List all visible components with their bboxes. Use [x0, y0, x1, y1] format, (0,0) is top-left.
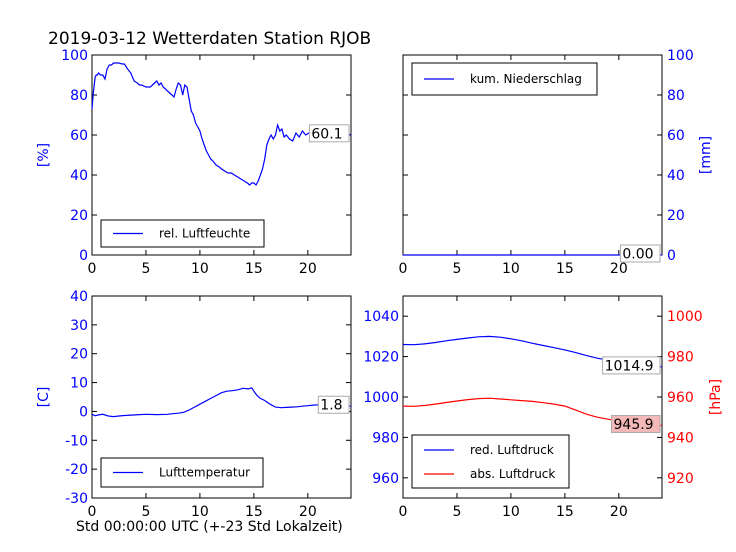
humidity-value-annotation: 60.1	[311, 126, 342, 142]
humidity-xtick-label: 15	[245, 261, 263, 277]
pressure-ytick-label: 1000	[363, 390, 399, 406]
temperature-ytick-label: -10	[65, 433, 88, 449]
pressure-ytick-label: 980	[372, 430, 399, 446]
pressure-y2tick-label: 940	[667, 430, 694, 446]
precip-xtick-label: 5	[452, 261, 461, 277]
humidity-ytick-label: 40	[70, 168, 88, 184]
temperature-ytick-label: 30	[70, 318, 88, 334]
precip-value-annotation-box	[619, 244, 661, 263]
humidity-xtick-label: 10	[191, 261, 209, 277]
pressure-ytick-label: 1020	[363, 350, 399, 366]
humidity-ytick-label: 60	[70, 128, 88, 144]
temperature-ytick-label: 0	[79, 404, 88, 420]
temperature-ytick-label: 20	[70, 347, 88, 363]
temperature-panel: 0 5 10 15 20 -30 -20 -10 0 10 20 30 40 [C] Lufttempera…	[36, 289, 352, 520]
pressure-legend-label: red. Luftdruck	[470, 443, 554, 457]
temperature-ytick-label: -20	[65, 462, 88, 478]
humidity-ytick-label: 100	[61, 48, 88, 64]
humidity-panel: 0 5 10 15 20 0 20 40 60 80 100 [%] rel. Luftfeuchte 6…	[36, 48, 352, 277]
pressure-legend	[411, 434, 570, 489]
precip-ytick-label: 60	[667, 128, 685, 144]
pressure-value-annotation-box	[602, 356, 661, 375]
pressure-y2tick-label: 980	[667, 350, 694, 366]
humidity-ytick-label: 20	[70, 208, 88, 224]
humidity-xtick-label: 20	[299, 261, 317, 277]
precip-legend-label: kum. Niederschlag	[470, 72, 582, 86]
temperature-xtick-label: 20	[299, 504, 317, 520]
precip-ytick-label: 100	[667, 48, 694, 64]
pressure-value-annotation: 1014.9	[605, 358, 654, 374]
temperature-xtick-label: 0	[88, 504, 97, 520]
humidity-xtick-label: 5	[141, 261, 150, 277]
temperature-ytick-label: -30	[65, 491, 88, 507]
pressure-xtick-label: 15	[556, 504, 574, 520]
temperature-value-annotation: 1.8	[320, 398, 342, 414]
humidity-xtick-label: 0	[88, 261, 97, 277]
temperature-legend-label: Lufttemperatur	[159, 466, 250, 480]
pressure-y2tick-label: 960	[667, 390, 694, 406]
humidity-ytick-label: 80	[70, 88, 88, 104]
figure-xlabel: Std 00:00:00 UTC (+-23 Std Lokalzeit)	[76, 519, 343, 535]
figure-title: 2019-03-12 Wetterdaten Station RJOB	[48, 29, 371, 49]
pressure-xtick-label: 20	[610, 504, 628, 520]
temperature-xtick-label: 15	[245, 504, 263, 520]
pressure-value-annotation-box	[611, 414, 661, 433]
precip-ytick-label: 0	[667, 248, 676, 264]
precip-xtick-label: 20	[610, 261, 628, 277]
pressure-xtick-label: 10	[502, 504, 520, 520]
temperature-ylabel: [C]	[36, 387, 52, 408]
pressure-xtick-label: 5	[452, 504, 461, 520]
precip-xtick-label: 15	[556, 261, 574, 277]
temperature-xtick-label: 5	[141, 504, 150, 520]
humidity-legend-label: rel. Luftfeuchte	[159, 227, 250, 241]
precip-panel: 0 5 10 15 20 0 20 40 60 80 100 [mm] kum. Niederschla…	[399, 48, 714, 277]
pressure-legend-label: abs. Luftdruck	[470, 467, 555, 481]
humidity-value-annotation-box	[308, 124, 350, 143]
precip-ytick-label: 40	[667, 168, 685, 184]
precip-ylabel: [mm]	[698, 136, 714, 174]
pressure-ytick-label: 960	[372, 471, 399, 487]
precip-ytick-label: 80	[667, 88, 685, 104]
precip-ytick-label: 20	[667, 208, 685, 224]
temperature-series-line-0	[91, 387, 351, 418]
temperature-ytick-label: 10	[70, 376, 88, 392]
temperature-ytick-label: 40	[70, 289, 88, 305]
humidity-legend	[100, 219, 265, 248]
precip-value-annotation: 0.00	[622, 247, 653, 263]
humidity-series-line-0	[91, 62, 352, 186]
pressure-ytick-label: 1040	[363, 309, 399, 325]
pressure-panel: 0 5 10 15 20 960 980 1000 1020 1040 920 940 960 980 10…	[363, 295, 724, 520]
precip-xtick-label: 10	[502, 261, 520, 277]
humidity-ylabel: [%]	[36, 143, 52, 167]
precip-xtick-label: 0	[399, 261, 408, 277]
temperature-value-annotation-box	[317, 395, 350, 414]
temperature-xtick-label: 10	[191, 504, 209, 520]
pressure-xtick-label: 0	[399, 504, 408, 520]
pressure-y2tick-label: 920	[667, 471, 694, 487]
pressure-y2tick-label: 1000	[667, 309, 703, 325]
pressure-y2label: [hPa]	[708, 379, 724, 415]
pressure-value-annotation: 945.9	[614, 417, 654, 433]
humidity-ytick-label: 0	[79, 248, 88, 264]
